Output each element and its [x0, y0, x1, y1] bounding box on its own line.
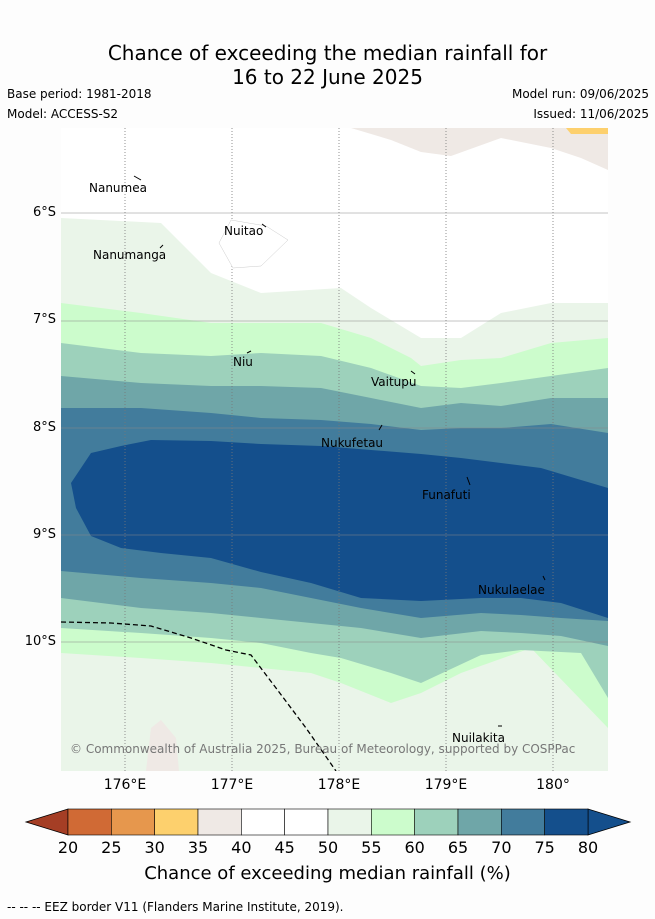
place-label: Funafuti — [422, 488, 471, 502]
place-label: Nuitao — [224, 224, 264, 238]
colorbar-tick-label: 35 — [187, 838, 209, 857]
rainfall-map — [61, 128, 608, 771]
colorbar-segment — [67, 808, 112, 836]
base-period: Base period: 1981-2018 — [7, 87, 152, 101]
colorbar-tick-label: 40 — [231, 838, 252, 857]
lat-label: 9°S — [32, 527, 56, 542]
colorbar-tick-label: 25 — [101, 838, 122, 857]
lon-label: 176°E — [103, 777, 147, 793]
colorbar-tick-label: 55 — [361, 838, 382, 857]
colorbar-label: Chance of exceeding median rainfall (%) — [144, 863, 511, 884]
colorbar-over-arrow — [587, 808, 632, 836]
lon-label: 180° — [536, 777, 570, 793]
colorbar-tick-label: 45 — [274, 838, 295, 857]
map-title-line1: Chance of exceeding the median rainfall … — [107, 41, 548, 65]
colorbar-segment — [241, 808, 285, 836]
map-title-line2: 16 to 22 June 2025 — [232, 65, 423, 89]
colorbar-segment — [414, 808, 459, 836]
model-name: Model: ACCESS-S2 — [7, 107, 119, 121]
lat-label: 8°S — [32, 420, 56, 435]
lat-label: 7°S — [32, 312, 56, 327]
colorbar-tick-label: 80 — [577, 838, 599, 857]
colorbar-segment — [457, 808, 502, 836]
colorbar-segment — [284, 808, 329, 836]
lon-label: 179°E — [424, 777, 468, 793]
colorbar-tick-label: 60 — [404, 838, 425, 857]
place-label: Nanumanga — [93, 248, 167, 262]
place-label: Nukulaelae — [478, 583, 545, 597]
map-contours — [61, 128, 608, 771]
lat-label: 6°S — [32, 205, 56, 220]
colorbar-tick-label: 75 — [534, 838, 555, 857]
colorbar-tick-label: 70 — [491, 838, 512, 857]
colorbar-segment — [501, 808, 545, 836]
model-run: Model run: 09/06/2025 — [511, 87, 649, 101]
eez-legend: -- -- -- EEZ border V11 (Flanders Marine… — [7, 900, 344, 914]
colorbar-segment — [327, 808, 372, 836]
colorbar-tick-label: 50 — [317, 838, 339, 857]
colorbar-segment — [197, 808, 242, 836]
colorbar-tick-label: 20 — [57, 838, 79, 857]
colorbar-segment — [371, 808, 415, 836]
colorbar-segment — [154, 808, 199, 836]
lon-label: 177°E — [210, 777, 254, 793]
colorbar-tick-label: 30 — [144, 838, 165, 857]
colorbar-tick-label: 65 — [447, 838, 469, 857]
place-label: Vaitupu — [371, 375, 417, 389]
colorbar-segment — [544, 808, 589, 836]
colorbar — [24, 808, 632, 836]
lon-label: 178°E — [317, 777, 361, 793]
place-label: Nanumea — [89, 181, 147, 195]
colorbar-segment — [111, 808, 155, 836]
colorbar-under-arrow — [24, 808, 69, 836]
lat-label: 10°S — [24, 634, 56, 649]
place-label: Nuilakita — [452, 731, 505, 745]
copyright-notice: © Commonwealth of Australia 2025, Bureau… — [70, 742, 576, 756]
place-label: Nukufetau — [321, 436, 384, 450]
issued-date: Issued: 11/06/2025 — [533, 107, 649, 121]
place-label: Niu — [233, 355, 253, 369]
